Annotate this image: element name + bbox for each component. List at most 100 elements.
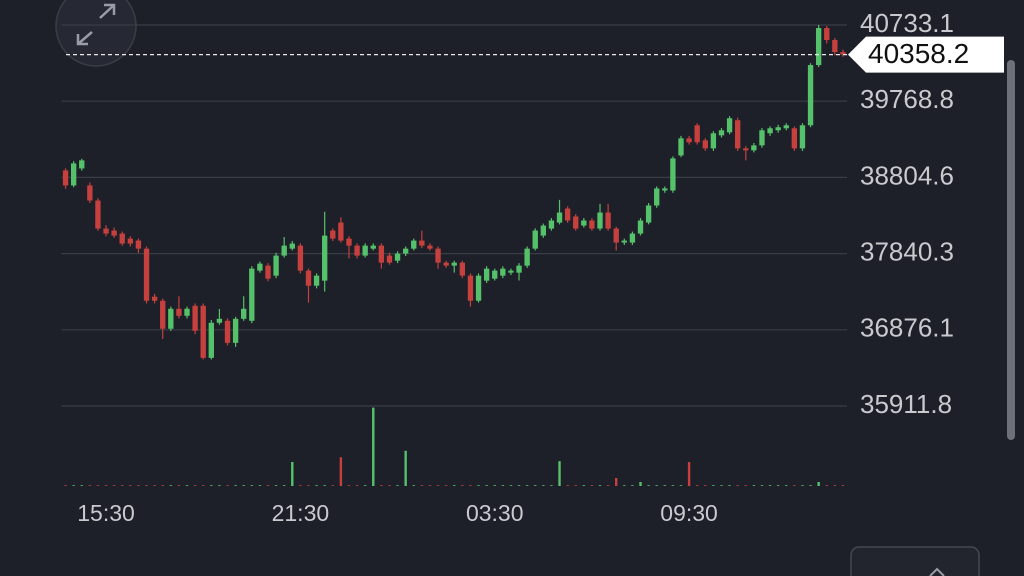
volume-bar xyxy=(420,485,424,486)
candle xyxy=(111,227,117,238)
volume-bar xyxy=(96,485,100,486)
candle-body xyxy=(305,270,312,286)
candle xyxy=(475,273,482,303)
volume-bar xyxy=(282,485,286,486)
candle-body xyxy=(111,230,117,236)
candle-body xyxy=(411,240,417,249)
volume-bar xyxy=(404,450,407,486)
bottom-button-icon[interactable] xyxy=(929,567,945,576)
candle-body xyxy=(492,270,498,279)
volume-bar xyxy=(388,485,391,486)
volume-bar xyxy=(704,485,707,486)
candle xyxy=(289,240,295,251)
volume-bar xyxy=(655,485,658,486)
expand-button[interactable] xyxy=(55,0,137,67)
candle xyxy=(556,199,563,225)
candle xyxy=(678,135,684,158)
candle xyxy=(338,217,344,243)
volume-bar xyxy=(145,485,148,486)
bottom-button[interactable] xyxy=(850,546,980,576)
volume-bar xyxy=(598,485,602,486)
candle-body xyxy=(354,245,360,256)
candle xyxy=(726,116,733,135)
candle xyxy=(419,230,425,249)
volume-bar xyxy=(177,485,181,486)
candle xyxy=(346,236,352,259)
candle xyxy=(257,261,263,273)
volume-bar xyxy=(436,485,440,486)
candle xyxy=(694,123,700,145)
volume-bar xyxy=(566,485,569,486)
volume-bar xyxy=(453,485,456,486)
candle-body xyxy=(330,230,336,239)
candle xyxy=(216,308,223,325)
volume-bar xyxy=(363,485,367,486)
candle xyxy=(613,226,619,251)
candle-body xyxy=(581,220,587,226)
candle xyxy=(548,218,555,231)
volume-bar xyxy=(80,485,83,486)
candle-body xyxy=(208,322,214,358)
volume-bar xyxy=(323,485,326,486)
volume-bar xyxy=(307,485,310,486)
expand-icon[interactable] xyxy=(76,3,116,46)
candle xyxy=(751,142,757,153)
volume-bar xyxy=(104,485,108,486)
candle-body xyxy=(775,127,781,131)
candle xyxy=(232,316,239,347)
volume-bar xyxy=(428,485,432,486)
candle-body xyxy=(427,245,433,249)
volume-bar xyxy=(534,485,537,486)
candle-body xyxy=(297,245,304,271)
y-tick-label: 39768.8 xyxy=(860,84,954,114)
candle xyxy=(589,218,595,231)
candle xyxy=(87,182,93,204)
candle-body xyxy=(662,188,668,191)
volume-bar xyxy=(785,485,788,486)
candle xyxy=(605,203,611,231)
volume-bar xyxy=(841,485,845,486)
candle xyxy=(621,238,627,245)
candle-body xyxy=(743,148,749,151)
volume-bar xyxy=(121,485,124,486)
candle xyxy=(783,123,789,131)
candle-body xyxy=(135,240,142,249)
candle-body xyxy=(751,145,757,151)
volume-bar xyxy=(258,485,262,486)
candle xyxy=(597,203,603,231)
volume-bar xyxy=(339,457,343,486)
volume-bar xyxy=(266,485,270,486)
candle-body xyxy=(500,268,506,276)
volume-bar xyxy=(687,462,691,486)
expand-button-circle[interactable] xyxy=(55,0,137,67)
candle-body xyxy=(548,220,555,229)
candle-body xyxy=(168,308,174,329)
volume-bar xyxy=(574,485,577,486)
candle xyxy=(119,231,125,246)
candle-body xyxy=(127,238,134,244)
candle-body xyxy=(459,262,466,276)
candle-body xyxy=(508,270,514,273)
candle xyxy=(670,156,676,193)
candle-body xyxy=(670,158,676,191)
candle-body xyxy=(402,248,409,254)
candle xyxy=(176,296,182,319)
candle xyxy=(160,298,166,339)
candle xyxy=(654,186,660,208)
volume-bar xyxy=(679,485,683,486)
candle xyxy=(402,246,409,256)
candle-body xyxy=(95,200,101,229)
volume-bar xyxy=(88,485,92,486)
volume-bar xyxy=(210,485,213,486)
volume-bar xyxy=(129,485,132,486)
volume-bar xyxy=(226,485,229,486)
candle-body xyxy=(265,265,271,279)
candle-body xyxy=(200,305,206,358)
candle-body xyxy=(467,275,474,301)
candle-body xyxy=(589,220,595,229)
candle-body xyxy=(378,245,385,263)
candle-body xyxy=(799,125,806,149)
candle xyxy=(815,25,822,68)
volume-bar xyxy=(671,485,675,486)
candle xyxy=(241,296,247,321)
